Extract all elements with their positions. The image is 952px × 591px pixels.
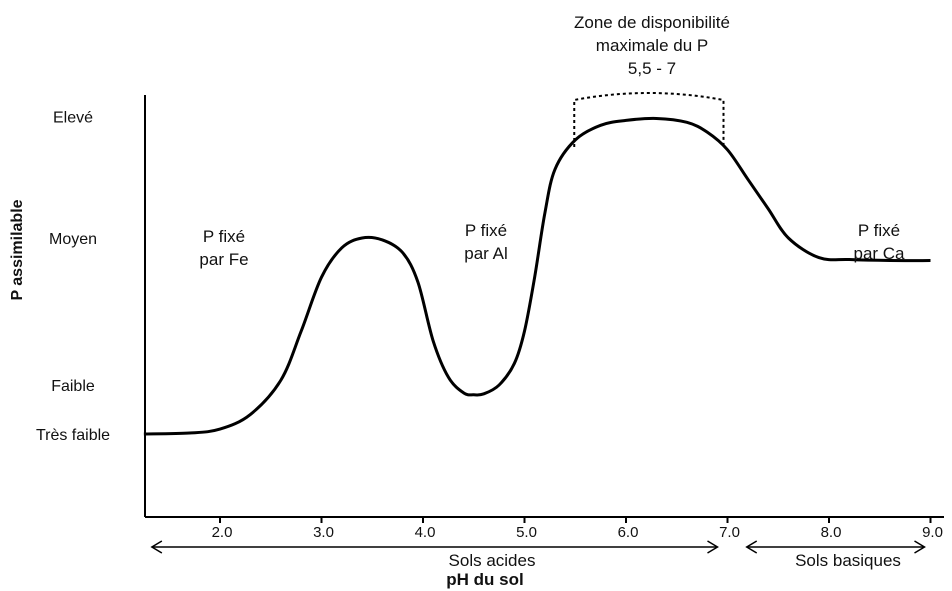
x-ticks: 2.0 3.0 4.0 5.0 6.0 7.0 8.0 9.0 xyxy=(212,517,943,541)
y-level-label: Elevé xyxy=(53,109,93,126)
range-arrow-head-left xyxy=(150,540,163,554)
x-tick-label: 6.0 xyxy=(618,524,639,541)
range-label: Sols basiques xyxy=(795,551,901,570)
x-tick-label: 7.0 xyxy=(719,524,740,541)
series-line xyxy=(143,116,931,436)
annotation-ca-line: par Ca xyxy=(853,244,905,263)
y-level-label: Moyen xyxy=(49,231,97,248)
annotation-al-line: par Al xyxy=(464,244,507,263)
annotation-al-line: P fixé xyxy=(465,221,507,240)
annotation-ca-line: P fixé xyxy=(858,221,900,240)
range-label: Sols acides xyxy=(449,551,536,570)
y-levels: Très faible Faible Moyen Elevé xyxy=(36,109,110,444)
x-tick-label: 3.0 xyxy=(313,524,334,541)
annotation-fe-line: P fixé xyxy=(203,227,245,246)
y-axis-title: P assimilable xyxy=(9,199,26,300)
x-tick-label: 5.0 xyxy=(516,524,537,541)
range-arrow-head-right xyxy=(707,540,719,554)
y-level-label: Faible xyxy=(51,378,95,395)
range-arrow-head-right xyxy=(914,540,926,554)
x-tick-label: 9.0 xyxy=(922,524,943,541)
annotation-fe-line: par Fe xyxy=(199,250,248,269)
zone-bracket-line xyxy=(573,92,725,147)
x-axis-title: pH du sol xyxy=(446,570,523,589)
annotation-zone-line: Zone de disponibilité xyxy=(574,13,730,32)
range-arrow-head-left xyxy=(745,540,758,554)
zone-bracket xyxy=(573,92,725,147)
annotation-zone-line: 5,5 - 7 xyxy=(628,59,676,78)
axes xyxy=(144,95,944,518)
x-tick-label: 2.0 xyxy=(212,524,233,541)
y-level-label: Très faible xyxy=(36,427,110,444)
range-arrows: Sols acides Sols basiques xyxy=(150,540,926,570)
annotation-zone-line: maximale du P xyxy=(596,36,708,55)
x-tick-label: 8.0 xyxy=(821,524,842,541)
annotations: P fixé par Fe P fixé par Al P fixé par Ca Zone… xyxy=(199,13,905,269)
x-tick-label: 4.0 xyxy=(415,524,436,541)
